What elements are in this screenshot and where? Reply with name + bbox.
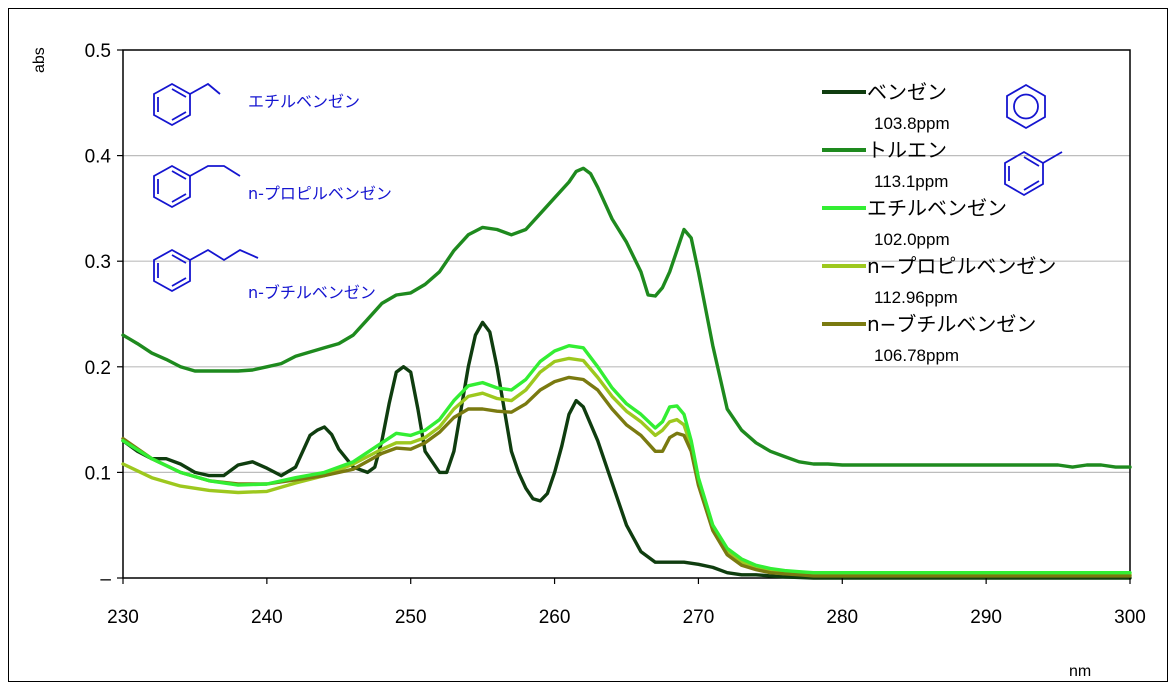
legend-toluene-methyl	[1042, 151, 1063, 164]
legend-toluene-structure	[1004, 150, 1063, 197]
legend-label: n−ブチルベンゼン	[867, 312, 1036, 336]
butylbenzene-inner-bond-2	[171, 254, 187, 264]
y-tick-labels: – 0.1 0.2 0.3 0.4 0.5	[85, 41, 123, 590]
chart-frame	[8, 8, 1168, 682]
ethylbenzene-inner-bond-2	[171, 88, 187, 98]
legend-ppm: 106.78ppm	[874, 346, 959, 365]
ethylbenzene-inner-bond-3	[171, 111, 187, 121]
x-tick-label: 260	[539, 607, 571, 628]
propylbenzene-ring	[153, 164, 191, 209]
plot-area-border	[122, 49, 1131, 579]
series-line-1	[121, 166, 1132, 469]
x-tick-label: 300	[1114, 607, 1146, 628]
legend-label: トルエン	[867, 138, 947, 162]
propylbenzene-inner-bond-2	[171, 170, 187, 180]
series-line-4	[121, 375, 1132, 578]
ethylbenzene-structure	[153, 82, 221, 127]
x-tick-label: 290	[970, 607, 1002, 628]
legend-toluene-ring	[1004, 150, 1044, 197]
propylbenzene-chain	[189, 165, 241, 177]
legend-label: ベンゼン	[867, 80, 947, 104]
butylbenzene-chain	[189, 248, 259, 262]
x-tick-label: 230	[107, 607, 139, 628]
x-tick-label: 250	[395, 607, 427, 628]
gridlines	[123, 155, 1130, 473]
legend-ppm: 102.0ppm	[874, 230, 950, 249]
structure-label-propylbenzene: n-プロピルベンゼン	[248, 184, 392, 203]
series-line-2	[121, 344, 1132, 575]
series-line-0	[121, 320, 1132, 580]
series-lines	[121, 166, 1132, 580]
ethylbenzene-chain	[189, 82, 221, 95]
legend: ベンゼン 103.8ppm トルエン 113.1ppm エチルベンゼン 102.0ppm n…	[822, 80, 1056, 365]
x-tick-labels: 230 240 250 260 270 280 290 300	[107, 578, 1146, 628]
x-tick-label: 270	[683, 607, 715, 628]
legend-label: n−プロピルベンゼン	[867, 254, 1056, 278]
y-tick-label: 0.5	[85, 41, 111, 62]
butylbenzene-structure	[153, 248, 259, 293]
ethylbenzene-ring	[153, 82, 191, 127]
plot-area	[122, 49, 1131, 579]
x-axis-label: nm	[1069, 663, 1091, 680]
butylbenzene-ring	[153, 248, 191, 293]
butylbenzene-inner-bond-3	[171, 277, 187, 287]
y-tick-label: 0.4	[85, 147, 112, 168]
propylbenzene-structure	[153, 164, 241, 209]
y-axis-label: abs	[31, 47, 48, 73]
legend-ppm: 103.8ppm	[874, 114, 950, 133]
legend-toluene-inner-bond-3	[1023, 180, 1040, 191]
x-tick-label: 280	[826, 607, 858, 628]
structure-label-butylbenzene: n-ブチルベンゼン	[248, 283, 376, 302]
y-tick-label: 0.3	[85, 252, 111, 273]
propylbenzene-inner-bond-3	[171, 193, 187, 203]
legend-benzene-aromatic-circle	[1013, 93, 1039, 120]
y-tick-label: 0.2	[85, 358, 111, 379]
y-tick-label: 0.1	[85, 463, 111, 484]
legend-benzene-structure	[1006, 83, 1046, 130]
legend-toluene-inner-bond-2	[1023, 156, 1040, 167]
structure-label-ethylbenzene: エチルベンゼン	[248, 92, 360, 111]
legend-benzene-ring	[1006, 83, 1046, 130]
legend-ppm: 113.1ppm	[874, 172, 948, 191]
series-line-3	[121, 356, 1132, 577]
x-tick-label: 240	[251, 607, 283, 628]
legend-ppm: 112.96ppm	[874, 288, 958, 307]
y-tick-label: –	[100, 569, 111, 590]
legend-label: エチルベンゼン	[867, 196, 1007, 220]
